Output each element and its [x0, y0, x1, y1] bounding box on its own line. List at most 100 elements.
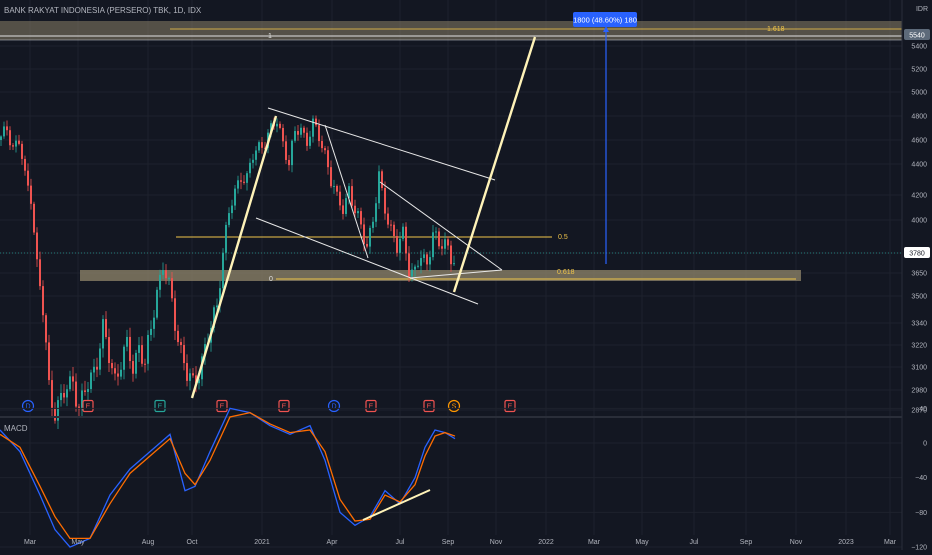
candle [15, 135, 17, 153]
candle [288, 155, 290, 171]
candle [420, 250, 422, 274]
candle [360, 207, 362, 229]
candle [189, 368, 191, 391]
time-tick-label: Apr [327, 539, 339, 546]
candle [390, 219, 392, 232]
candle [279, 121, 281, 130]
earnings-event-icon[interactable]: E [278, 399, 290, 413]
candle [378, 165, 380, 210]
candle [39, 251, 41, 290]
trendlines [255, 107, 503, 305]
candle [156, 286, 158, 320]
price-tick-label: 4600 [911, 138, 927, 145]
candle [351, 179, 353, 209]
candle [417, 260, 419, 269]
candle [129, 327, 131, 369]
macd-axis[interactable]: 40 0 −40 −80 −120 [911, 406, 927, 552]
candle [375, 196, 377, 228]
candle [432, 224, 434, 261]
candle [282, 124, 284, 148]
dividend-event-icon[interactable]: D [21, 399, 35, 413]
candle [87, 382, 89, 402]
fib-label-zero: 0 [269, 276, 273, 283]
candle [90, 369, 92, 393]
time-tick-label: 2021 [254, 539, 270, 546]
candle [249, 158, 251, 178]
candle [162, 262, 164, 280]
candle [243, 175, 245, 185]
candle [297, 125, 299, 141]
svg-text:D: D [331, 404, 336, 411]
candle [147, 330, 149, 371]
price-tick-label: 5200 [911, 67, 927, 74]
earnings-event-icon[interactable]: E [365, 399, 377, 413]
candle [42, 280, 44, 323]
candle [246, 171, 248, 191]
earnings-event-icon[interactable]: E [82, 399, 94, 413]
earnings-event-icon[interactable]: E [216, 399, 228, 413]
measure-label-box [573, 12, 637, 27]
candle [408, 246, 410, 282]
candle [423, 248, 425, 263]
candle [228, 207, 230, 228]
time-tick-label: Mar [884, 539, 897, 546]
svg-text:E: E [508, 404, 513, 411]
svg-text:D: D [25, 404, 30, 411]
price-tick-label: 3650 [911, 271, 927, 278]
candle [135, 349, 137, 379]
candle [384, 181, 386, 220]
time-axis[interactable]: Mar May Aug Oct 2021 Apr Jul Sep Nov 2022 Mar May Ju… [24, 539, 897, 546]
candle [453, 255, 455, 267]
candle [276, 118, 278, 133]
dividend-event-icon[interactable]: D [327, 399, 341, 413]
candle [435, 227, 437, 240]
time-tick-label: Jul [690, 539, 699, 546]
candle [75, 373, 77, 412]
candle [150, 320, 152, 341]
candle [120, 362, 122, 380]
candle [303, 125, 305, 138]
candle [99, 343, 101, 376]
measure-label: 1800 (48.60%) 180 [573, 16, 637, 25]
candle [111, 359, 113, 375]
candle [96, 357, 98, 378]
candle [426, 252, 428, 271]
candle [6, 120, 8, 136]
candle [429, 250, 431, 272]
time-tick-label: May [71, 539, 85, 546]
candle [30, 178, 32, 210]
candle [24, 155, 26, 176]
candle [345, 193, 347, 217]
price-tick-label: 5400 [911, 44, 927, 51]
svg-text:E: E [282, 404, 287, 411]
earnings-event-icon[interactable]: E [423, 399, 435, 413]
candle [387, 207, 389, 229]
time-tick-label: Mar [588, 539, 601, 546]
time-tick-label: Sep [740, 539, 753, 546]
time-tick-label: 2022 [538, 539, 554, 546]
candle [399, 231, 401, 261]
candle [258, 140, 260, 153]
candle [255, 146, 257, 166]
candle [177, 324, 179, 346]
candle [357, 207, 359, 219]
time-tick-label: Jul [396, 539, 405, 546]
price-badge-current [904, 247, 930, 258]
chart-title: BANK RAKYAT INDONESIA (PERSERO) TBK, 1D,… [4, 6, 202, 15]
earnings-event-icon[interactable]: E [154, 399, 166, 413]
macd-tick-label: −120 [911, 545, 927, 550]
svg-text:E: E [427, 404, 432, 411]
earnings-event-icon[interactable]: E [504, 399, 516, 413]
candle [339, 185, 341, 211]
fib-label-top: 1.618 [767, 26, 785, 33]
split-event-icon[interactable]: S [447, 399, 461, 413]
macd-trendline [362, 489, 431, 521]
price-axis[interactable]: 5400 5200 5000 4800 4600 4400 4200 4000 3650 3500… [911, 44, 927, 415]
price-tick-label: 3340 [911, 321, 927, 328]
candle [450, 240, 452, 272]
candle [183, 336, 185, 371]
time-tick-label: Sep [442, 539, 455, 546]
candle [333, 179, 335, 194]
